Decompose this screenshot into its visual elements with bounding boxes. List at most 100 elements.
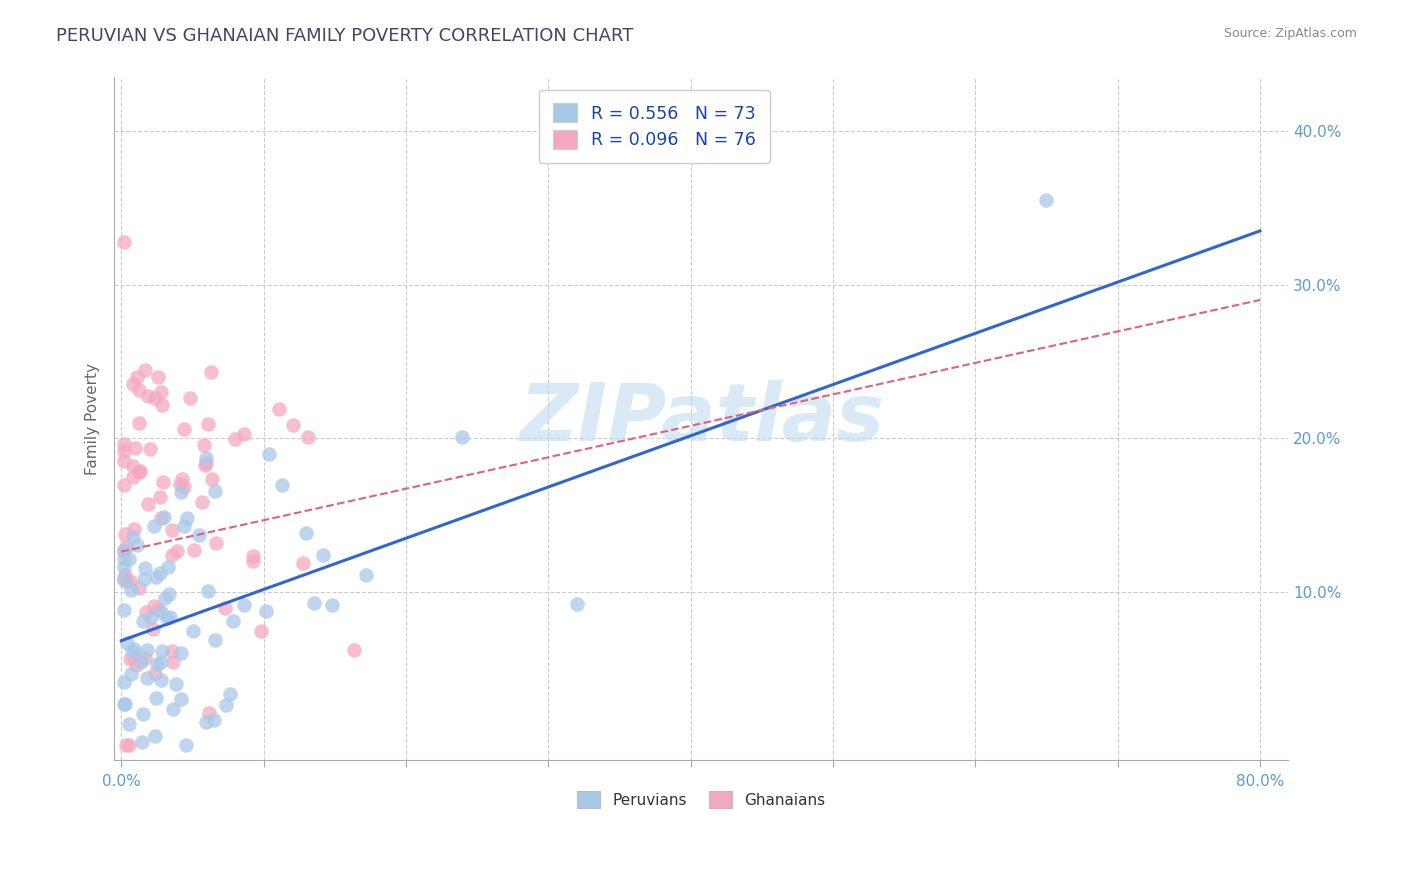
Point [149,490,172,504]
Point [565,597,588,611]
Point [271,478,294,492]
Point [159,610,181,624]
Point [222,615,245,629]
Point [157,587,180,601]
Point [127,538,149,552]
Point [218,687,240,701]
Point [145,657,167,671]
Point [136,643,159,657]
Point [149,566,172,580]
Point [162,702,184,716]
Point [193,438,215,452]
Point [112,551,135,566]
Point [297,430,319,444]
Point [162,655,184,669]
Point [172,472,194,486]
Point [153,591,176,606]
Point [197,583,219,598]
Point [115,574,138,588]
Point [134,561,156,575]
Point [170,692,193,706]
Point [118,738,141,752]
Point [128,581,150,595]
Point [129,655,152,669]
Point [128,416,150,430]
Point [112,437,135,451]
Point [142,623,165,637]
Point [112,443,135,458]
Point [183,543,205,558]
Point [150,398,173,412]
Point [131,735,153,749]
Point [143,519,166,533]
Point [122,522,145,536]
Point [204,633,226,648]
Point [112,573,135,587]
Point [312,548,335,562]
Point [169,485,191,500]
Point [112,235,135,249]
Point [179,391,201,405]
Point [242,554,264,568]
Point [143,729,166,743]
Point [112,454,135,468]
Point [188,527,211,541]
Point [194,458,217,472]
Point [112,571,135,585]
Point [214,600,236,615]
Point [112,675,135,690]
Point [354,568,377,582]
Point [129,464,152,478]
Point [132,614,155,628]
Point [200,365,222,379]
Point [135,671,157,685]
Point [150,673,173,687]
Point [254,604,277,618]
Point [136,389,159,403]
Point [249,624,271,638]
Point [176,510,198,524]
Point [169,476,191,491]
Point [224,432,246,446]
Point [115,738,138,752]
Point [269,401,291,416]
Text: ZIPatlas: ZIPatlas [519,380,884,458]
Point [1035,193,1057,207]
Point [150,644,173,658]
Point [160,548,183,562]
Point [145,569,167,583]
Point [118,551,141,566]
Point [141,610,163,624]
Point [173,421,195,435]
Point [181,624,204,639]
Point [257,447,280,461]
Point [152,475,174,490]
Point [121,376,143,391]
Point [134,572,156,586]
Point [205,536,228,550]
Point [190,495,212,509]
Point [173,479,195,493]
Point [155,611,177,625]
Text: PERUVIAN VS GHANAIAN FAMILY POVERTY CORRELATION CHART: PERUVIAN VS GHANAIAN FAMILY POVERTY CORR… [56,27,634,45]
Point [134,650,156,665]
Point [142,599,165,613]
Point [174,738,197,752]
Text: Source: ZipAtlas.com: Source: ZipAtlas.com [1223,27,1357,40]
Point [194,456,217,470]
Point [115,540,138,554]
Point [120,667,142,681]
Point [121,530,143,544]
Point [148,369,170,384]
Point [321,598,343,612]
Point [204,484,226,499]
Point [194,451,217,466]
Point [121,470,143,484]
Point [198,706,221,720]
Point [114,542,136,557]
Point [150,655,173,669]
Point [125,658,148,673]
Legend: Peruvians, Ghanaians: Peruvians, Ghanaians [571,785,832,814]
Point [162,643,184,657]
Point [143,391,166,405]
